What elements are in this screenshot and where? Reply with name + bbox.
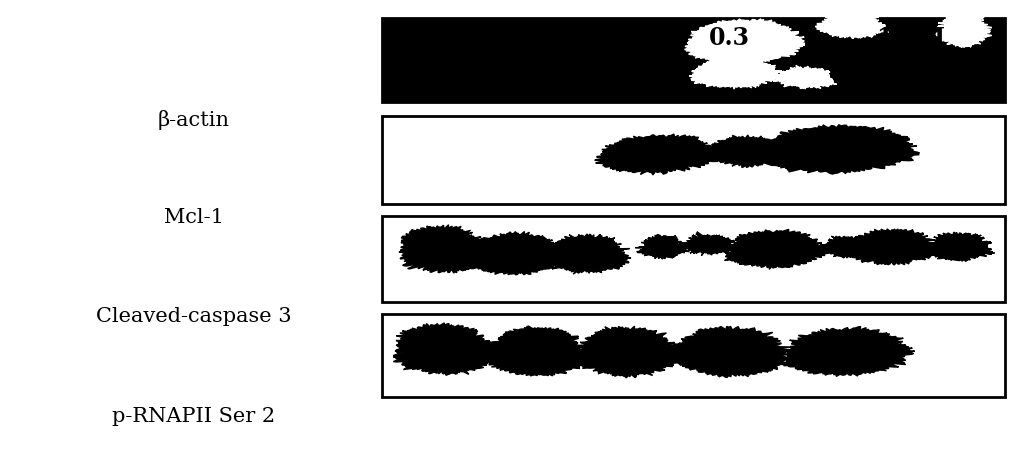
Polygon shape: [635, 235, 689, 259]
Text: 0.3: 0.3: [708, 26, 749, 50]
Text: 1 μM: 1 μM: [876, 26, 944, 50]
Polygon shape: [480, 327, 594, 376]
Bar: [382, 117, 1004, 205]
Text: Mcl-1: Mcl-1: [164, 207, 223, 226]
Text: p-RNAPII Ser 2: p-RNAPII Ser 2: [112, 406, 275, 425]
Polygon shape: [723, 230, 828, 270]
Polygon shape: [398, 225, 495, 273]
Polygon shape: [921, 233, 994, 262]
Polygon shape: [772, 66, 836, 90]
Polygon shape: [679, 232, 738, 256]
Polygon shape: [689, 58, 782, 90]
Polygon shape: [703, 136, 795, 168]
Text: Cleaved-caspase 3: Cleaved-caspase 3: [96, 306, 291, 325]
Polygon shape: [538, 235, 631, 275]
Polygon shape: [393, 323, 500, 376]
Polygon shape: [570, 327, 684, 378]
Polygon shape: [684, 20, 804, 66]
Polygon shape: [818, 237, 877, 258]
Polygon shape: [753, 126, 918, 175]
Polygon shape: [782, 327, 914, 377]
Bar: [382, 314, 1004, 397]
Polygon shape: [463, 232, 570, 275]
Text: 0.1: 0.1: [576, 26, 616, 50]
Polygon shape: [934, 8, 990, 48]
Text: β-actin: β-actin: [158, 110, 229, 130]
Bar: [382, 217, 1004, 302]
Bar: [382, 19, 1004, 102]
Polygon shape: [665, 327, 793, 377]
Polygon shape: [814, 12, 888, 39]
Text: 0: 0: [461, 26, 477, 50]
Polygon shape: [837, 229, 944, 266]
Polygon shape: [594, 135, 723, 176]
